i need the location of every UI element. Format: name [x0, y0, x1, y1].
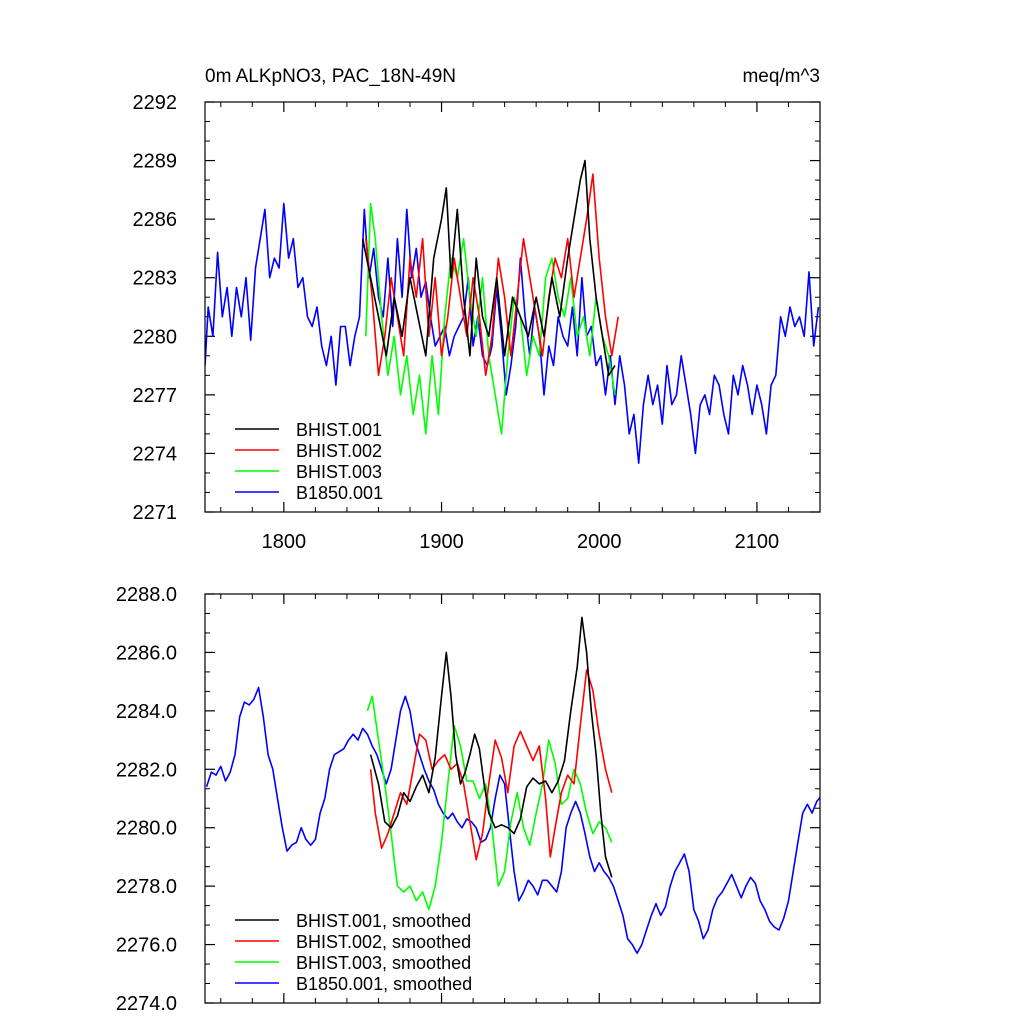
top-y-tick-label: 2271	[133, 502, 178, 524]
top-y-tick-label: 2283	[133, 268, 178, 290]
top-y-tick-label: 2280	[133, 326, 178, 348]
top-panel-title: 0m ALKpNO3, PAC_18N-49N	[205, 66, 456, 87]
bottom-y-tick-label: 2276.0	[116, 935, 177, 957]
bottom-y-tick-label: 2278.0	[116, 876, 177, 898]
bottom-plot-frame	[204, 593, 821, 1004]
bottom-y-tick-label: 2280.0	[116, 818, 177, 840]
bottom-y-tick-label: 2282.0	[116, 759, 177, 781]
top-series-group	[205, 159, 820, 464]
bottom-series-line-3	[366, 695, 613, 911]
bottom-series-line-2	[369, 669, 613, 861]
bottom-series-group	[205, 616, 820, 955]
bottom-legend-label: BHIST.001, smoothed	[296, 911, 471, 931]
top-legend-label: B1850.001	[296, 483, 383, 503]
bottom-y-tick-label: 2274.0	[116, 993, 177, 1015]
top-x-tick-label: 1800	[262, 531, 307, 553]
top-x-tick-label: 2100	[735, 531, 780, 553]
top-plot-frame	[204, 101, 821, 513]
bottom-y-tick-label: 2288.0	[116, 584, 177, 606]
bottom-legend-label: BHIST.002, smoothed	[296, 932, 471, 952]
top-series-line-1	[361, 159, 616, 377]
bottom-minor-ticks	[205, 594, 821, 1003]
top-panel: 0m ALKpNO3, PAC_18N-49N meq/m^3 1800 1900…	[133, 66, 821, 553]
bottom-y-tick-label: 2286.0	[116, 642, 177, 664]
top-y-tick-label: 2277	[133, 385, 178, 407]
bottom-series-line-1	[369, 616, 613, 878]
bottom-legend-label: BHIST.003, smoothed	[296, 953, 471, 973]
top-y-tick-label: 2292	[133, 92, 178, 114]
bottom-series-line-4	[205, 686, 820, 955]
top-y-tick-label: 2289	[133, 151, 178, 173]
top-x-tick-label: 2000	[577, 531, 622, 553]
top-legend-label: BHIST.002	[296, 441, 382, 461]
top-legend-label: BHIST.001	[296, 420, 382, 440]
top-y-tick-label: 2286	[133, 209, 178, 231]
bottom-panel: 2274.0 2276.0 2278.0 2280.0 2282.0 2284.0 2286…	[116, 584, 821, 1015]
bottom-legend-label: B1850.001, smoothed	[296, 974, 472, 994]
top-x-tick-label: 1900	[419, 531, 464, 553]
top-series-line-4	[205, 202, 820, 464]
top-y-tick-label: 2274	[133, 443, 178, 465]
bottom-y-tick-label: 2284.0	[116, 701, 177, 723]
top-minor-ticks	[205, 102, 821, 512]
top-panel-units: meq/m^3	[742, 66, 820, 87]
top-legend-label: BHIST.003	[296, 462, 382, 482]
